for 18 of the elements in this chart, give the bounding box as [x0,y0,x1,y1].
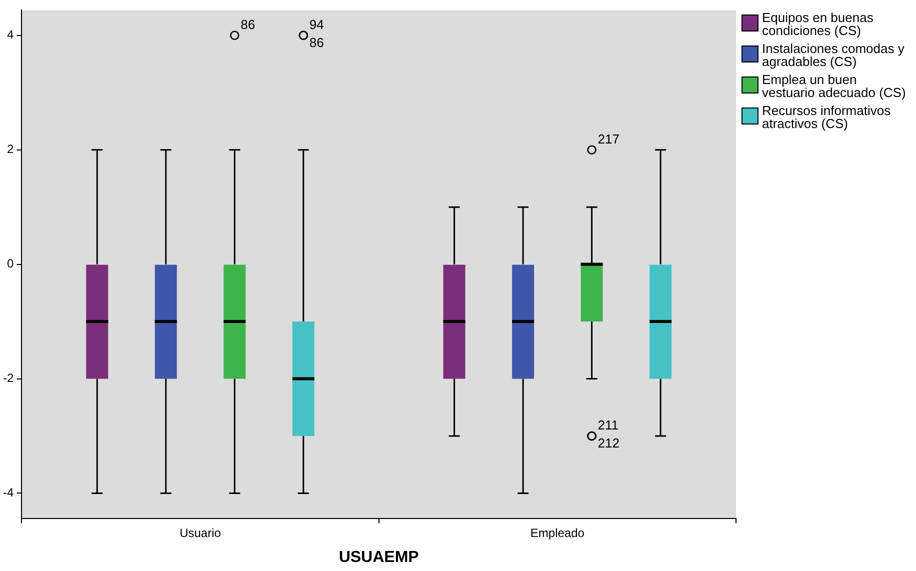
annotation: 86 [309,34,324,50]
legend-label: Recursos informativos atractivos (CS) [762,103,892,132]
y-tick-label: -4 [3,486,14,500]
y-tick-label: -2 [3,371,14,386]
annotation: 217 [598,131,620,146]
x-tick-label: Usuario [180,526,222,540]
y-tick-label: 2 [6,142,14,156]
annotation: 211 [598,418,619,433]
legend-label: Instalaciones comodas y agradables (CS) [762,41,905,70]
legend-label: Equipos en buenas condiciones (CS) [762,10,874,38]
annotation: 94 [309,16,324,32]
y-tick-label: 4 [6,28,14,42]
x-tick-label: Empleado [530,526,585,540]
annotation: 212 [598,436,620,451]
x-axis-title: USUAEMP [338,548,420,566]
y-tick-label: 0 [6,256,14,271]
legend-label: Emplea un buen vestuario adecuado (CS) [762,72,906,100]
annotation: 86 [240,16,256,32]
